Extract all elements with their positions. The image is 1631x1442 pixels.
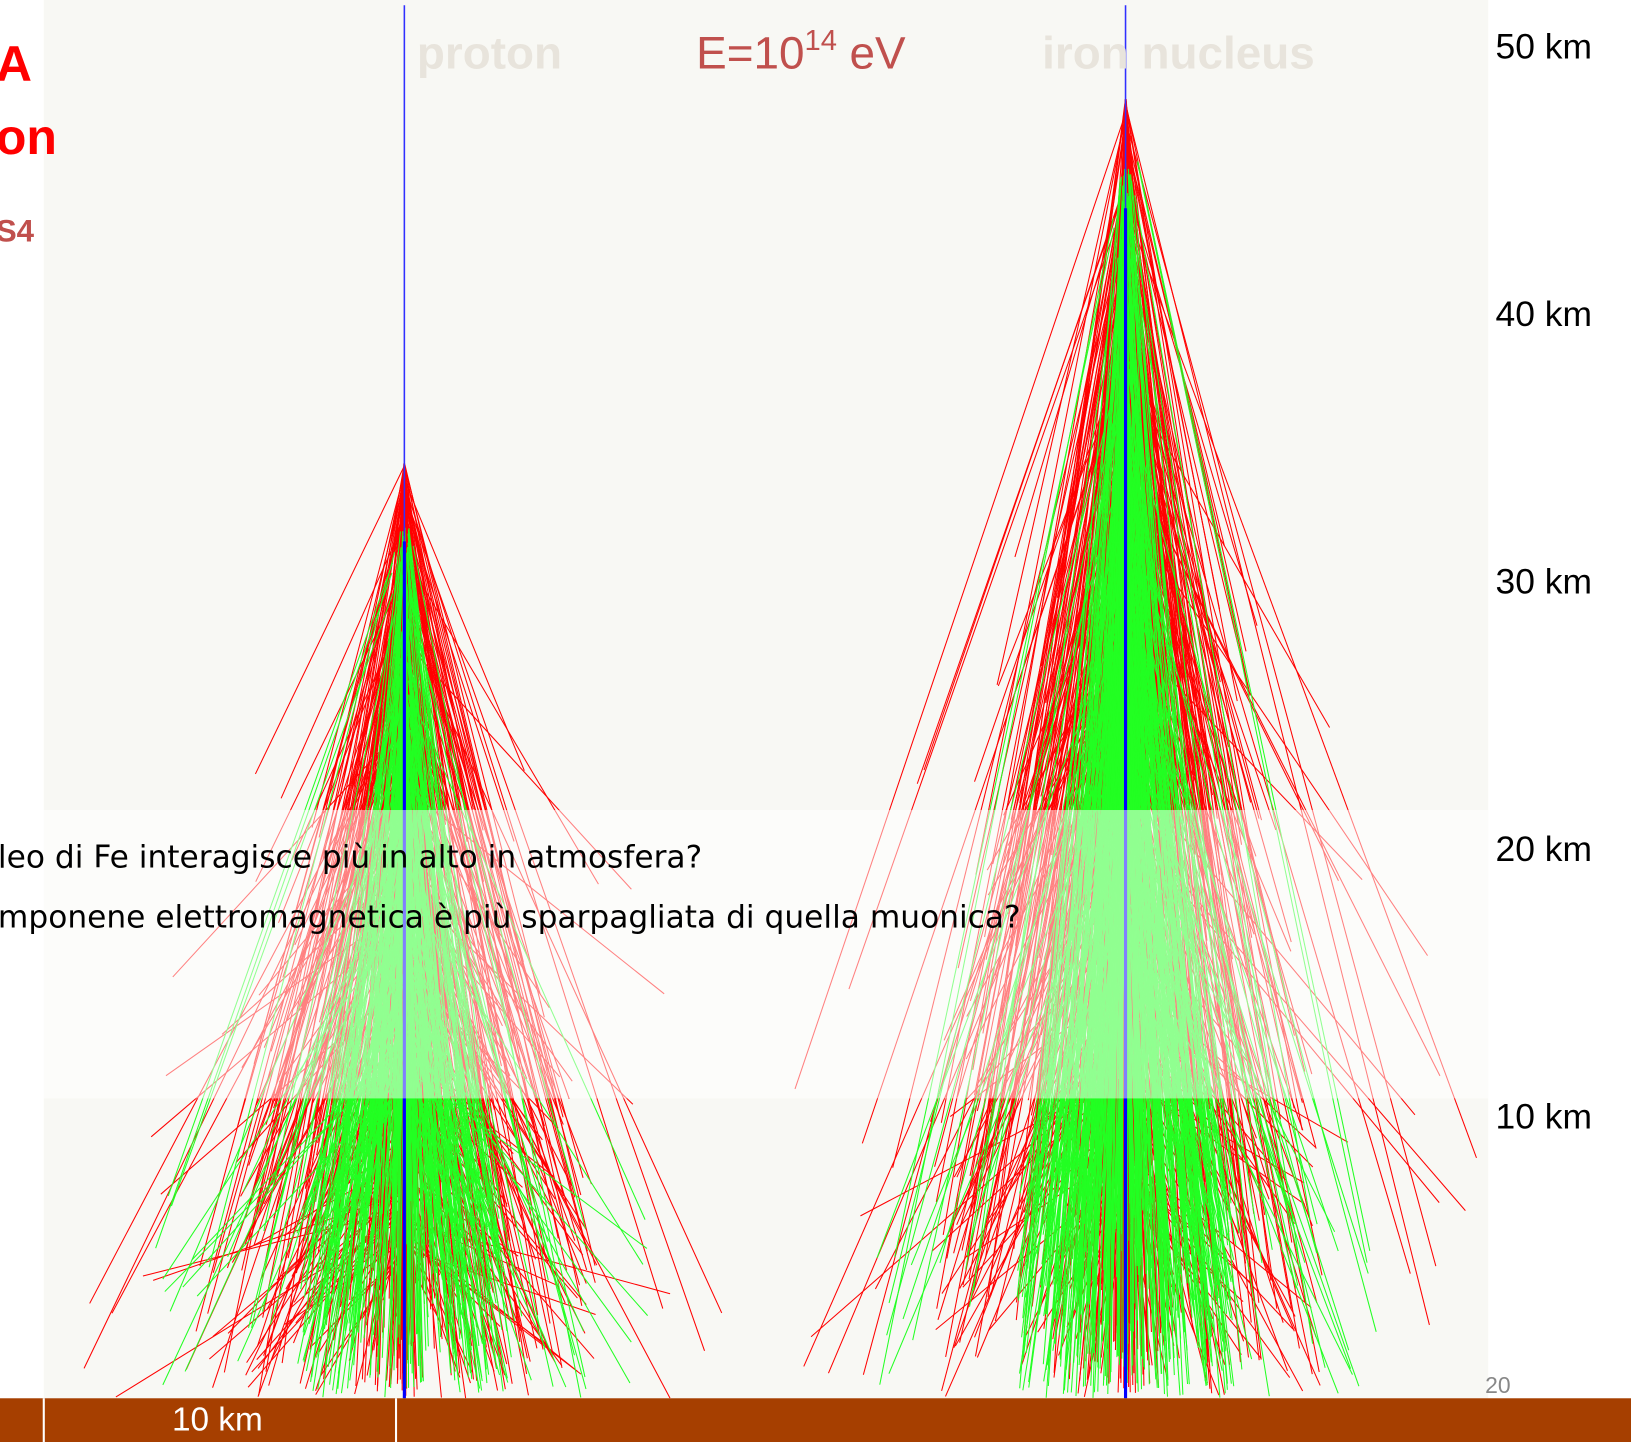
proton-label: proton — [417, 28, 562, 79]
question: leo di Fe interagisce più in alto in atm… — [0, 839, 702, 875]
title-fragment: on — [0, 109, 57, 165]
energy-base: E=10 — [696, 28, 804, 79]
title-fragment: A — [0, 36, 32, 92]
slide: A on S4 proton E=1014 eV iron nucleus 50 … — [0, 0, 1631, 1442]
altitude-label: 30 km — [1496, 561, 1592, 601]
iron-label: iron nucleus — [1042, 28, 1315, 79]
energy-unit: eV — [849, 28, 906, 79]
altitude-label: 40 km — [1496, 294, 1592, 334]
subtitle-fragment: S4 — [0, 214, 35, 249]
energy-exponent: 14 — [805, 25, 837, 57]
page: A on S4 proton E=1014 eV iron nucleus 50 … — [0, 0, 1631, 1442]
altitude-label: 20 km — [1496, 829, 1592, 869]
page-number: 20 — [1485, 1372, 1510, 1398]
altitude-label: 50 km — [1496, 26, 1592, 66]
question: mponene elettromagnetica è più sparpagli… — [0, 900, 1021, 936]
scale-bar-label: 10 km — [172, 1402, 263, 1439]
energy-label: E=1014 eV — [696, 25, 906, 79]
altitude-label: 10 km — [1496, 1097, 1592, 1137]
